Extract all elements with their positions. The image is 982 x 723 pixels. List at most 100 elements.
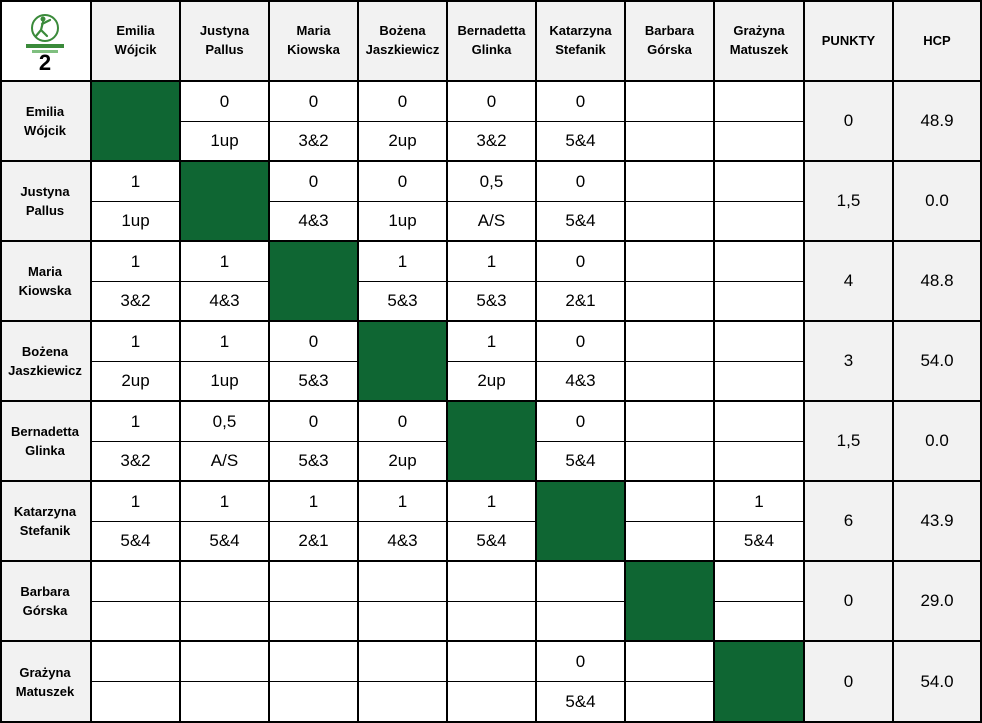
match-points-cell: [715, 562, 805, 602]
hcp-cell: 54.0: [894, 642, 982, 723]
match-points-cell: [448, 642, 537, 682]
match-score-cell: [626, 282, 715, 322]
first-name: Katarzyna: [549, 23, 612, 38]
first-name: Katarzyna: [13, 504, 77, 519]
match-points-cell: [626, 162, 715, 202]
match-score: 3&2: [476, 131, 507, 150]
match-points-cell: 1: [359, 242, 448, 282]
match-points-cell: [270, 562, 359, 602]
match-score-cell: [537, 602, 626, 642]
points-header-label: PUNKTY: [821, 32, 876, 48]
hcp-cell: 48.8: [894, 242, 982, 322]
column-header: Katarzyna Stefanik: [537, 0, 626, 82]
row-header: Grażyna Matuszek: [0, 642, 92, 723]
match-points: 1: [486, 331, 497, 351]
last-name: Kiowska: [287, 42, 340, 57]
match-score: 5&4: [565, 211, 596, 230]
row-header: Barbara Górska: [0, 562, 92, 642]
match-points-cell: 0: [359, 402, 448, 442]
match-points-cell: [715, 82, 805, 122]
match-points: 1: [219, 491, 230, 511]
match-score-cell: [715, 602, 805, 642]
match-points-cell: 1: [92, 482, 181, 522]
column-header: Bożena Jaszkiewicz: [359, 0, 448, 82]
match-score-cell: 3&2: [92, 442, 181, 482]
match-score-cell: [626, 362, 715, 402]
match-points: 1: [486, 491, 497, 511]
match-score-cell: [359, 602, 448, 642]
match-score: 5&4: [209, 531, 240, 550]
column-header-name: Maria Kiowska: [287, 21, 340, 59]
hcp-value: 48.8: [920, 271, 954, 290]
match-points-cell: 1: [715, 482, 805, 522]
first-name: Barbara: [20, 584, 70, 599]
first-name: Bożena: [379, 23, 426, 38]
match-score-cell: [359, 682, 448, 723]
points-value: 1,5: [836, 191, 861, 210]
match-points: 0: [397, 91, 408, 111]
match-score-cell: A/S: [181, 442, 270, 482]
column-header: Bernadetta Glinka: [448, 0, 537, 82]
match-score: 1up: [210, 131, 239, 150]
match-score: A/S: [477, 211, 506, 230]
row-header-name: Barbara Górska: [20, 582, 69, 620]
match-score-cell: [181, 602, 270, 642]
match-score-cell: 3&2: [270, 122, 359, 162]
match-score: 2up: [388, 451, 417, 470]
column-header: Emilia Wójcik: [92, 0, 181, 82]
match-points-cell: [359, 642, 448, 682]
match-score: A/S: [210, 451, 239, 470]
match-points: 1: [130, 171, 141, 191]
points-cell: 1,5: [805, 162, 894, 242]
first-name: Grażyna: [733, 23, 785, 38]
match-score-cell: 5&4: [537, 202, 626, 242]
match-points-cell: 0: [359, 82, 448, 122]
match-points: 0: [219, 91, 230, 111]
logo-cell: 2: [0, 0, 92, 82]
match-points-cell: 1: [92, 402, 181, 442]
match-score-cell: [626, 442, 715, 482]
last-name: Wójcik: [24, 123, 66, 138]
match-points: 1: [219, 331, 230, 351]
hcp-value: 54.0: [920, 671, 954, 691]
first-name: Emilia: [25, 104, 65, 119]
row-header: Bożena Jaszkiewicz: [0, 322, 92, 402]
match-points-cell: 1: [181, 482, 270, 522]
row-header-name: Bożena Jaszkiewicz: [8, 342, 82, 380]
match-score-cell: [270, 682, 359, 723]
match-points-cell: 0: [448, 82, 537, 122]
match-points-cell: 1: [92, 322, 181, 362]
match-points-cell: [92, 562, 181, 602]
column-header-name: Katarzyna Stefanik: [549, 21, 611, 59]
first-name: Emilia: [116, 23, 155, 38]
group-number: 2: [38, 50, 52, 75]
match-score-cell: 5&3: [270, 442, 359, 482]
match-points-cell: 0: [270, 322, 359, 362]
last-name: Pallus: [205, 42, 244, 57]
match-score-cell: [715, 282, 805, 322]
first-name: Bożena: [21, 344, 69, 359]
match-points-cell: [359, 562, 448, 602]
match-score-cell: 4&3: [181, 282, 270, 322]
match-points-cell: [715, 322, 805, 362]
match-score-cell: [715, 122, 805, 162]
match-score: 5&4: [565, 131, 596, 150]
match-points: 0: [575, 331, 586, 351]
diagonal-cell: [626, 562, 715, 642]
match-score: 5&4: [565, 691, 596, 711]
match-score-cell: A/S: [448, 202, 537, 242]
match-points-cell: [270, 642, 359, 682]
match-points: 0: [397, 411, 408, 431]
first-name: Justyna: [199, 23, 250, 38]
hcp-cell: 0.0: [894, 402, 982, 482]
match-points-cell: 1: [359, 482, 448, 522]
match-score-cell: 1up: [359, 202, 448, 242]
first-name: Justyna: [20, 184, 70, 199]
hcp-value: 43.9: [920, 511, 954, 530]
match-points-cell: [626, 642, 715, 682]
last-name: Matuszek: [15, 683, 75, 699]
points-cell: 1,5: [805, 402, 894, 482]
match-points-cell: [715, 402, 805, 442]
column-header-name: Emilia Wójcik: [115, 21, 157, 59]
last-name: Jaszkiewicz: [8, 363, 82, 378]
